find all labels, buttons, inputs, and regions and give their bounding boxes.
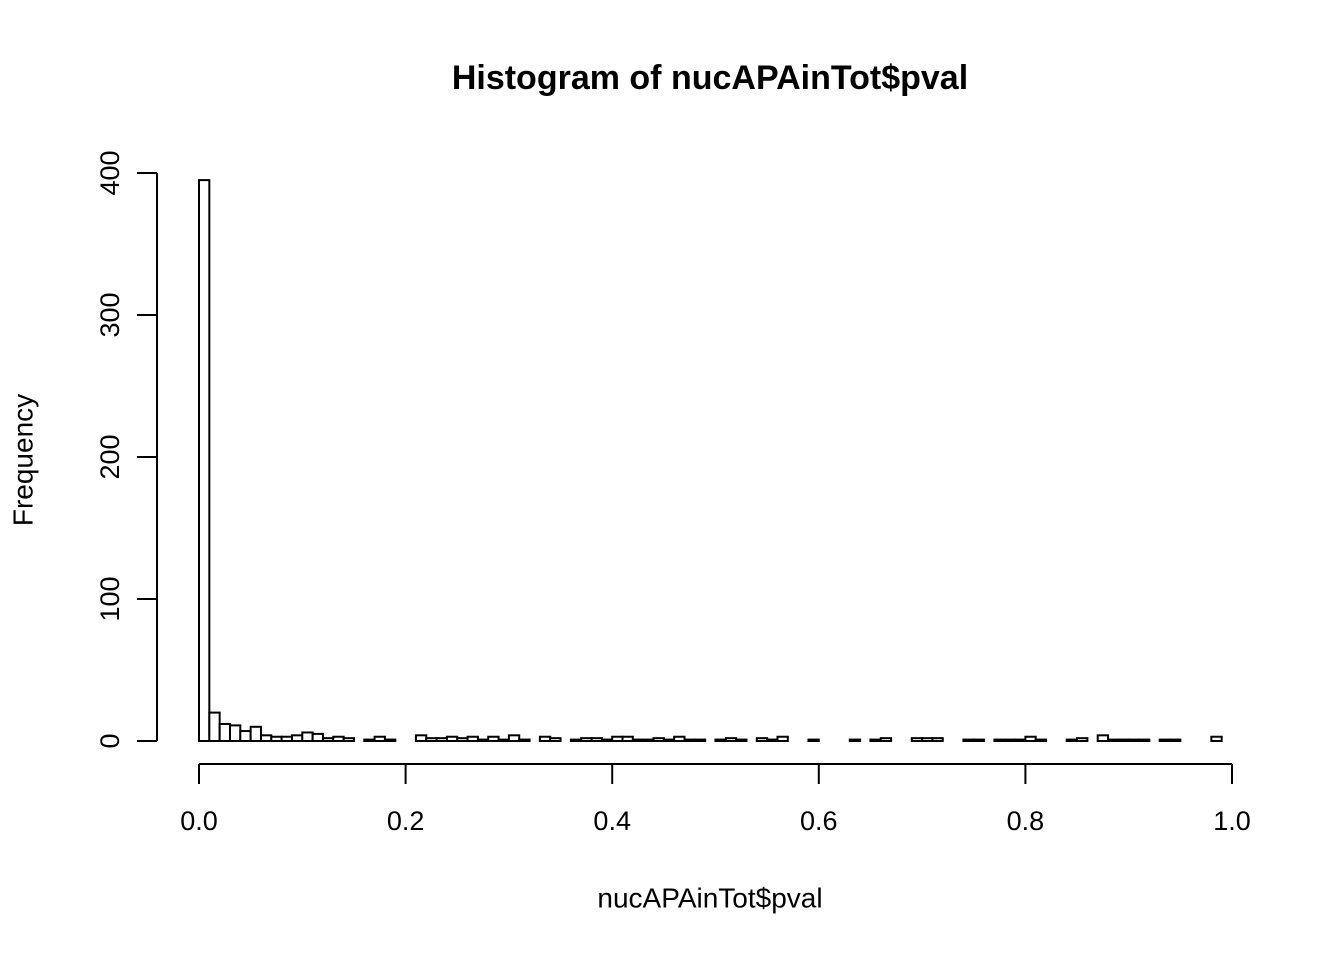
x-tick-label: 0.8 xyxy=(1007,806,1045,836)
bar xyxy=(611,735,624,742)
bar xyxy=(776,735,789,742)
bar xyxy=(724,737,738,742)
bar xyxy=(383,738,397,743)
bar xyxy=(270,735,283,742)
bar xyxy=(621,735,634,742)
bar xyxy=(1024,735,1037,742)
bar xyxy=(766,738,779,743)
bar xyxy=(1117,738,1130,743)
bar xyxy=(962,738,975,743)
bar xyxy=(590,737,603,742)
bar xyxy=(910,737,924,742)
bar xyxy=(972,738,986,743)
y-tick-label: 300 xyxy=(95,292,125,337)
bar xyxy=(1003,738,1017,743)
bar xyxy=(445,735,459,742)
x-axis-label: nucAPAinTot$pval xyxy=(597,882,822,913)
bar xyxy=(683,738,696,743)
bar xyxy=(755,737,769,742)
y-tick-label: 200 xyxy=(95,434,125,479)
bar xyxy=(869,738,882,743)
bar xyxy=(518,738,531,743)
x-tick-label: 0.0 xyxy=(180,806,218,836)
x-tick-label: 0.4 xyxy=(593,806,631,836)
x-tick-label: 0.2 xyxy=(387,806,425,836)
bar xyxy=(321,737,335,742)
bar xyxy=(631,738,645,743)
bar xyxy=(476,738,490,743)
y-axis-label: Frequency xyxy=(7,394,38,526)
bar xyxy=(642,738,655,743)
bar xyxy=(580,737,593,742)
bar xyxy=(208,711,221,742)
bar xyxy=(290,734,304,743)
bar xyxy=(456,737,469,742)
y-tick-label: 0 xyxy=(95,733,125,748)
bar xyxy=(435,737,448,742)
bar xyxy=(921,737,934,742)
bar xyxy=(1096,734,1110,743)
bar xyxy=(332,735,345,742)
bar xyxy=(714,738,727,743)
bar xyxy=(259,734,273,743)
bar xyxy=(569,738,583,743)
bar xyxy=(425,737,438,742)
bar xyxy=(1034,738,1048,743)
bar xyxy=(280,735,293,742)
bar xyxy=(879,737,893,742)
bar xyxy=(848,738,862,743)
bar xyxy=(228,724,242,743)
bar xyxy=(1169,738,1182,743)
bar xyxy=(538,735,552,742)
bar xyxy=(673,735,686,742)
bar xyxy=(218,722,231,743)
bar xyxy=(363,738,376,743)
bar xyxy=(1076,737,1089,742)
bar xyxy=(735,738,748,743)
bar xyxy=(931,737,944,742)
bar xyxy=(1107,738,1120,743)
bar xyxy=(507,734,521,743)
x-tick-label: 1.0 xyxy=(1213,806,1251,836)
bar xyxy=(1127,738,1141,743)
bar xyxy=(1014,738,1027,743)
y-tick-label: 400 xyxy=(95,150,125,195)
bar xyxy=(652,737,665,742)
bar xyxy=(301,731,314,742)
bar xyxy=(549,737,562,742)
bar xyxy=(239,730,252,742)
bar xyxy=(497,738,510,743)
bar xyxy=(249,725,262,742)
chart-title: Histogram of nucAPAinTot$pval xyxy=(452,59,968,97)
bar xyxy=(198,179,211,743)
y-tick-label: 100 xyxy=(95,576,125,621)
bar xyxy=(1065,738,1079,743)
bar xyxy=(342,737,355,742)
bar xyxy=(1138,738,1151,743)
bar xyxy=(487,735,500,742)
bar xyxy=(414,734,428,743)
x-tick-label: 0.6 xyxy=(800,806,838,836)
bar xyxy=(373,735,386,742)
bar xyxy=(600,738,614,743)
bar xyxy=(662,738,676,743)
bar xyxy=(693,738,707,743)
bar xyxy=(993,738,1006,743)
bar xyxy=(466,735,479,742)
bar xyxy=(1158,738,1172,743)
bar xyxy=(311,732,324,743)
bar xyxy=(1210,735,1223,742)
bar xyxy=(807,738,820,743)
